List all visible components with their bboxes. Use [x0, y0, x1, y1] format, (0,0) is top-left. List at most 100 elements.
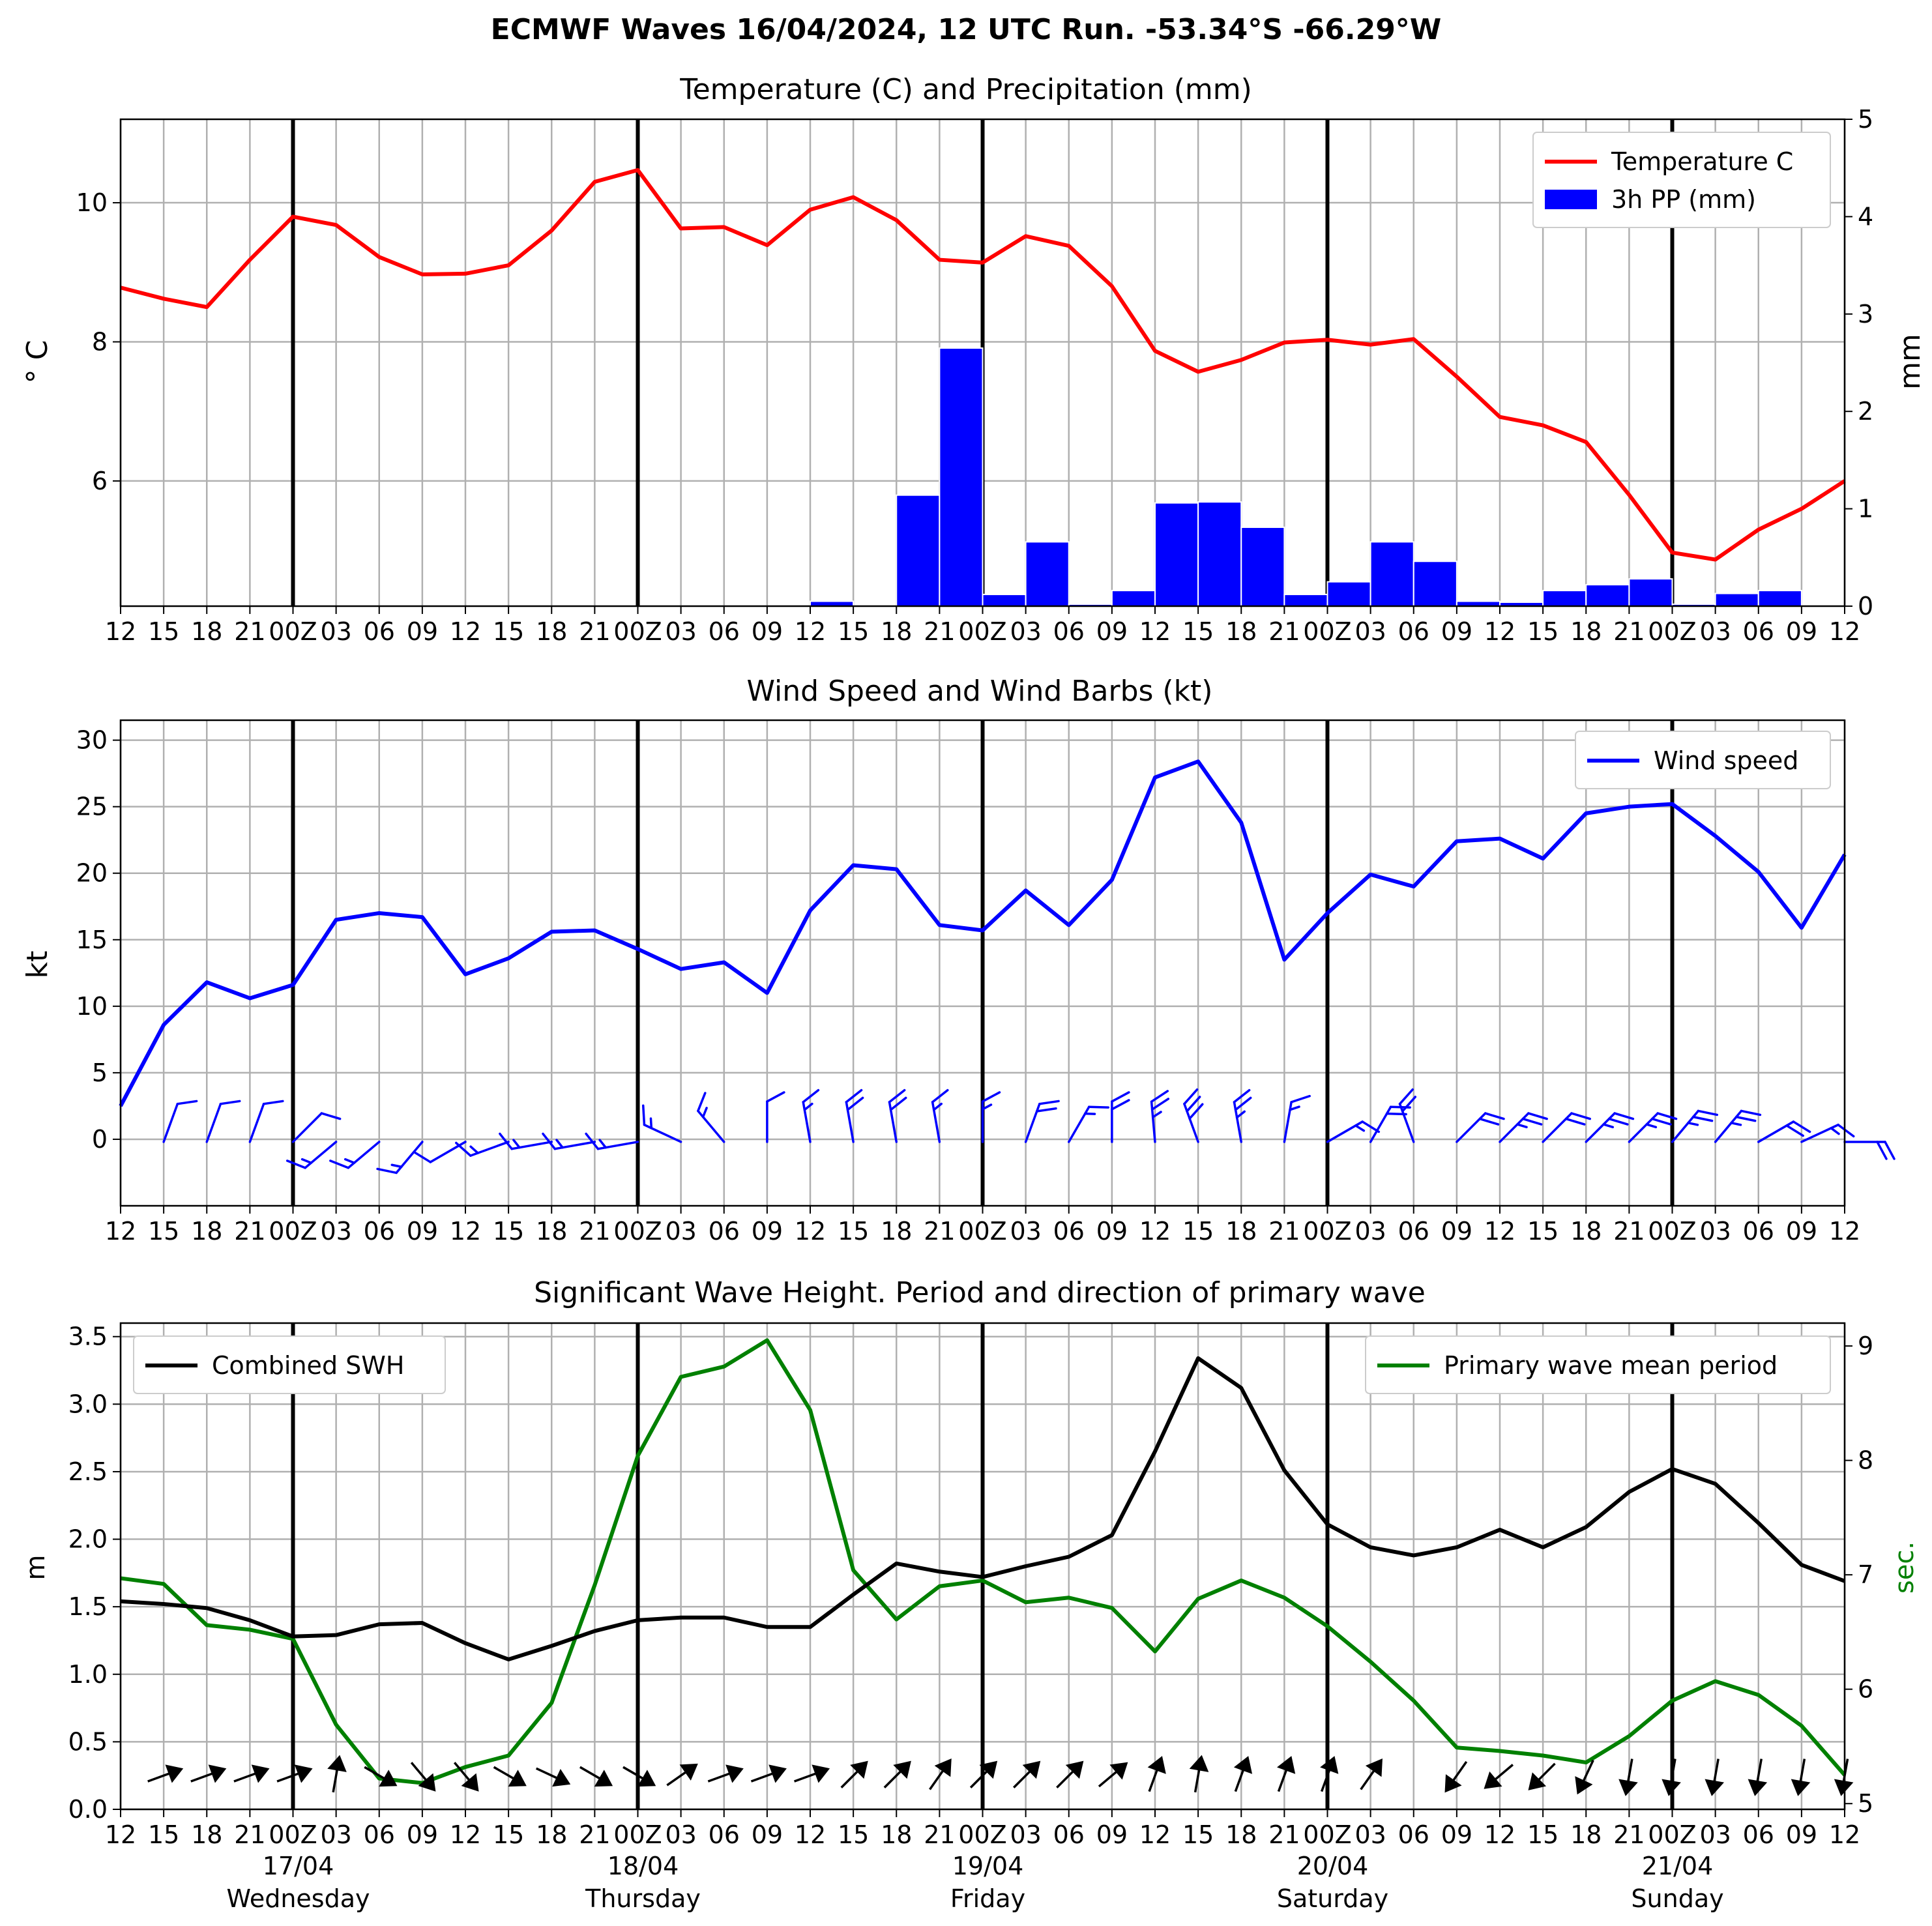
- panel3-y2tick-label: 9: [1858, 1332, 1873, 1360]
- wave-direction-arrow-head: [768, 1764, 787, 1783]
- day-date-label: 20/04: [1297, 1852, 1369, 1880]
- panel1-xtick-label: 21: [1268, 617, 1300, 646]
- panel1-xtick-label: 03: [320, 617, 351, 646]
- wave-direction-arrow-shaft: [579, 1766, 602, 1781]
- wave-direction-arrow-head: [934, 1758, 952, 1777]
- panel1-xtick-label: 21: [924, 617, 955, 646]
- wind-barb: [499, 1132, 553, 1150]
- panel2-xtick-label: 12: [795, 1217, 826, 1246]
- wave-direction-arrow-head: [1834, 1779, 1854, 1796]
- wind-barb: [248, 1100, 284, 1143]
- wind-barb-staff: [469, 1141, 510, 1157]
- wave-direction-arrow-shaft: [1451, 1760, 1468, 1783]
- precip-bar: [1412, 561, 1457, 607]
- wind-barb-flag: [888, 1088, 906, 1103]
- panel2-xtick-label: 06: [1398, 1217, 1429, 1246]
- panel2-xtick-label: 03: [320, 1217, 351, 1246]
- wind-barb-halfflag: [932, 1102, 943, 1111]
- wind-barb-flag: [1697, 1109, 1719, 1116]
- wave-direction-arrow-shaft: [1148, 1768, 1159, 1792]
- wind-barb-staff: [697, 1109, 725, 1143]
- panel2-xtick-label: 21: [1613, 1217, 1645, 1246]
- wave-direction-arrow-shaft: [1320, 1768, 1332, 1792]
- wave-direction-arrow-head: [379, 1770, 398, 1787]
- wave-direction-arrow-shaft: [1581, 1759, 1594, 1783]
- panel1-xtick-label: 18: [191, 617, 222, 646]
- wave-direction-arrow-shaft: [1013, 1769, 1032, 1788]
- wave-direction-arrow: [1528, 1762, 1556, 1790]
- wave-direction-arrow-shaft: [750, 1772, 775, 1783]
- panel1-ytick-label: 10: [76, 188, 108, 217]
- panel1-xtick-label: 12: [1139, 617, 1171, 646]
- wave-direction-arrow-head: [850, 1760, 868, 1779]
- panel1-xtick-label: 09: [407, 617, 438, 646]
- wind-barb-halfflag: [344, 1158, 356, 1164]
- wind-barb: [1068, 1105, 1110, 1143]
- wind-barb-staff: [1456, 1112, 1487, 1143]
- wind-barb-halfflag: [649, 1117, 653, 1130]
- wind-barb-staff: [1024, 1102, 1041, 1143]
- panel2-xtick-label: 06: [709, 1217, 740, 1246]
- panel3-xtick-label: 00Z: [269, 1820, 317, 1849]
- panel2-xtick-label: 09: [1786, 1217, 1817, 1246]
- precip-bar: [1628, 578, 1673, 607]
- wind-barb-halfflag: [981, 1103, 993, 1111]
- wave-direction-arrow-head: [893, 1760, 911, 1779]
- wave-direction-arrow: [190, 1764, 227, 1783]
- wave-direction-arrow-shaft: [276, 1772, 301, 1783]
- panel2-xtick-label: 21: [234, 1217, 265, 1246]
- wave-direction-arrow-head: [1109, 1762, 1128, 1780]
- wave-direction-arrow-shaft: [622, 1766, 645, 1781]
- wind-barb-staff: [1714, 1109, 1743, 1143]
- panel1-xtick-label: 06: [1743, 617, 1774, 646]
- panel3-xtick-label: 18: [1225, 1820, 1257, 1849]
- precip-bar: [1197, 501, 1242, 607]
- panel2-xtick-label: 06: [1743, 1217, 1774, 1246]
- wave-direction-arrow: [793, 1764, 830, 1783]
- wave-direction-arrow-shaft: [190, 1772, 215, 1783]
- wave-direction-arrow-head: [1484, 1771, 1502, 1789]
- wind-barb-flag: [585, 1132, 600, 1150]
- wave-direction-arrow: [1661, 1758, 1681, 1796]
- wind-barb: [981, 1091, 1001, 1143]
- panel3-xtick-label: 18: [191, 1820, 222, 1849]
- wind-barb-flag: [1837, 1123, 1855, 1138]
- wave-direction-arrow: [1277, 1756, 1296, 1792]
- panel2-xtick-label: 18: [1225, 1217, 1257, 1246]
- wind-barb: [291, 1112, 342, 1143]
- day-weekday-label: Thursday: [585, 1884, 701, 1913]
- panel3-xtick-label: 21: [1268, 1820, 1300, 1849]
- panel3-ytick-label: 0.0: [68, 1795, 108, 1824]
- wind-barb: [1233, 1088, 1252, 1143]
- panel3-xtick-label: 03: [665, 1820, 696, 1849]
- wind-barb-flag: [1570, 1112, 1591, 1120]
- wind-barb: [585, 1132, 639, 1150]
- panel2-xtick-label: 09: [407, 1217, 438, 1246]
- wind-barb-flag: [376, 1167, 398, 1175]
- wind-barb-flag: [1186, 1096, 1201, 1113]
- wind-barb-flag: [413, 1150, 432, 1163]
- wave-direction-arrow-head: [1661, 1779, 1681, 1796]
- panel2-xtick-label: 09: [752, 1217, 783, 1246]
- wind-barb-staff: [1398, 1102, 1415, 1143]
- day-date-label: 17/04: [263, 1852, 334, 1880]
- wind-barb-flag: [329, 1160, 350, 1169]
- day-weekday-label: Saturday: [1277, 1884, 1388, 1913]
- wave-direction-arrow-head: [812, 1764, 830, 1783]
- panel1-y2tick-label: 3: [1858, 300, 1873, 328]
- panel2-xtick-label: 12: [1139, 1217, 1171, 1246]
- wind-barb-flag: [1150, 1098, 1170, 1111]
- wind-barb: [285, 1141, 338, 1169]
- wave-direction-arrow-shaft: [707, 1772, 732, 1783]
- wave-direction-arrow-shaft: [883, 1769, 903, 1788]
- wave-direction-arrow: [147, 1764, 184, 1783]
- panel2-xtick-label: 03: [1010, 1217, 1041, 1246]
- wind-barb-halfflag: [1235, 1110, 1246, 1119]
- wind-barb-halfflag: [803, 1102, 813, 1111]
- wind-barb: [205, 1100, 241, 1143]
- panel2-ylabel: kt: [21, 951, 54, 979]
- panel1-xtick-label: 21: [579, 617, 610, 646]
- panel3-xtick-label: 18: [536, 1820, 567, 1849]
- wave-direction-arrow-shaft: [233, 1772, 258, 1783]
- wind-barb-staff: [1068, 1105, 1090, 1143]
